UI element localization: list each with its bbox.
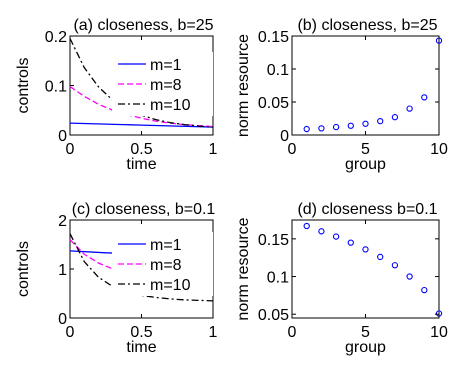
x-tick-label: 10 <box>430 324 448 341</box>
y-tick-label: 0.15 <box>258 29 289 46</box>
x-tick-label: 0 <box>66 141 75 158</box>
chart-title: (d) closeness b=0.1 <box>297 201 437 218</box>
x-tick-label: 0.5 <box>130 324 152 341</box>
data-point <box>406 105 413 112</box>
chart-panel-2: 0 5 10 0 0.05 0.1 0.15 (b) closeness, b=25 group… <box>235 17 448 173</box>
data-point <box>303 125 310 133</box>
x-tick-label: 10 <box>430 141 448 158</box>
data-point <box>377 253 384 261</box>
y-tick-label: 0 <box>58 128 67 145</box>
x-tick-label: 5 <box>361 141 370 158</box>
legend: m=1 m=8 m=10 <box>112 52 213 116</box>
chart-title: (c) closeness, b=0.1 <box>72 201 216 218</box>
y-tick-label: 0.1 <box>45 79 67 96</box>
y-tick-label: 0 <box>58 311 67 328</box>
data-point <box>391 114 399 121</box>
series-line-m-10 <box>69 233 214 302</box>
y-tick-label: 0.05 <box>258 95 289 112</box>
data-point <box>318 125 325 132</box>
y-tick-label: 2 <box>58 213 67 230</box>
data-point <box>391 262 399 269</box>
y-axis-label: controls <box>15 57 32 113</box>
y-tick-label: 1 <box>58 262 67 279</box>
legend-label: m=8 <box>150 77 182 94</box>
series-line-m-8 <box>69 85 214 128</box>
data-point <box>421 286 428 294</box>
chart-title: (a) closeness, b=25 <box>73 17 213 34</box>
y-axis-label: norm resource <box>235 34 252 137</box>
data-point <box>406 273 413 280</box>
chart-panel-1: 0 0.5 1 0 0.1 0.2 (a) closeness, b=25 time contr… <box>15 17 218 173</box>
axes-box <box>291 35 440 136</box>
data-point <box>347 239 354 246</box>
data-point <box>377 117 384 125</box>
data-point <box>421 94 428 101</box>
data-point <box>362 120 369 127</box>
chart-panel-3: 0 0.5 1 0 1 2 (c) closeness, b=0.1 time controls… <box>15 201 218 356</box>
x-tick-label: 1 <box>209 141 218 158</box>
data-point <box>318 228 325 235</box>
y-tick-label: 0.1 <box>267 62 289 79</box>
series-line-m-1 <box>69 122 214 128</box>
data-point <box>362 246 369 253</box>
x-tick-label: 0 <box>288 324 297 341</box>
chart-panel-4: 0 5 10 0.05 0.1 0.15 (d) closeness b=0.1 group n… <box>235 201 448 356</box>
legend-label: m=1 <box>150 237 182 254</box>
axes-box <box>291 219 440 319</box>
x-tick-label: 0 <box>66 324 75 341</box>
y-tick-label: 0.2 <box>45 29 67 46</box>
legend: m=1 m=8 m=10 <box>112 232 213 296</box>
x-axis-label: group <box>345 156 386 173</box>
legend-label: m=10 <box>150 97 191 114</box>
legend-label: m=10 <box>150 277 191 294</box>
data-point <box>332 123 340 131</box>
y-tick-label: 0.15 <box>258 232 289 249</box>
x-tick-label: 0.5 <box>130 141 152 158</box>
chart-title: (b) closeness, b=25 <box>297 17 437 34</box>
y-tick-label: 0.05 <box>258 307 289 324</box>
data-point <box>303 222 310 230</box>
x-tick-label: 1 <box>209 324 218 341</box>
x-axis-label: time <box>126 156 156 173</box>
x-axis-label: time <box>126 339 156 356</box>
legend-label: m=1 <box>150 57 182 74</box>
x-tick-label: 0 <box>288 141 297 158</box>
legend-label: m=8 <box>150 257 182 274</box>
y-axis-label: norm resource <box>235 217 252 320</box>
x-axis-label: group <box>345 339 386 356</box>
data-point <box>332 233 340 240</box>
y-tick-label: 0.1 <box>267 270 289 287</box>
x-tick-label: 5 <box>361 324 370 341</box>
y-axis-label: controls <box>15 241 32 297</box>
y-tick-label: 0 <box>280 128 289 145</box>
data-point <box>347 122 354 129</box>
